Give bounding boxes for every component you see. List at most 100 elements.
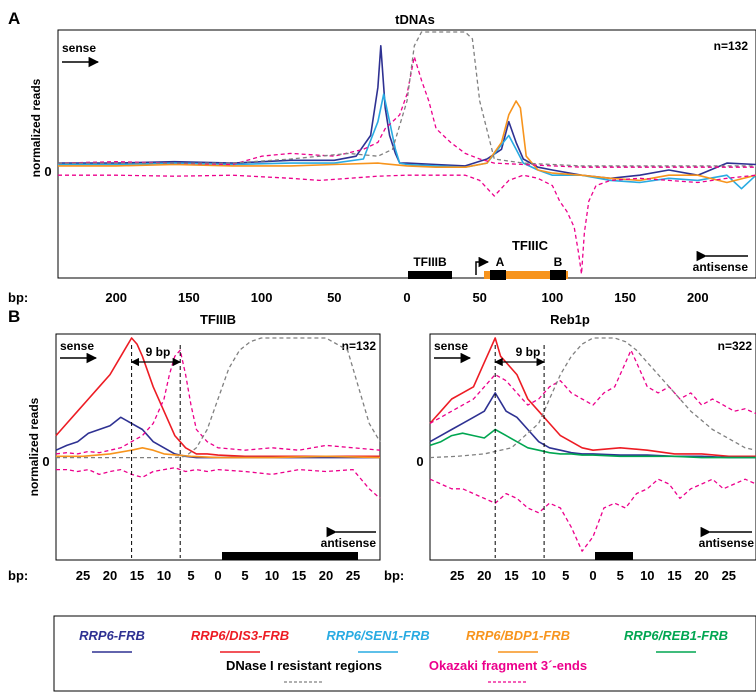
panel-b1-tick-label: 15 [130,568,144,583]
panel-a-series-2 [58,100,756,184]
panel-b1-series-4 [56,467,381,499]
tfiiic-gene-bar [484,271,568,279]
panel-a-tick-label: 150 [614,290,636,305]
tfiiib-label: TFIIIB [413,255,447,269]
panel-b2-tick-label: 0 [589,568,596,583]
panel-b2-tick-label: 20 [477,568,491,583]
panel-a-tick-label: 100 [542,290,564,305]
panel-b2-tick-label: 10 [640,568,654,583]
panel-b1-tick-label: 10 [265,568,279,583]
panel-b1-n-label: n=132 [342,339,377,353]
panel-a-plot [57,31,756,275]
panel-b1-tick-label: 5 [241,568,248,583]
panel-a-series-4 [58,174,756,275]
panel-b2-tick-label: 5 [562,568,569,583]
panel-b2-series-0 [429,337,756,458]
panel-b2-gap-label: 9 bp [516,345,541,359]
panel-b2-series-5 [429,337,756,459]
panel-b2-title: Reb1p [550,312,590,327]
panel-a-letter: A [8,9,20,28]
panel-a-title: tDNAs [395,12,435,27]
panel-b2-tick-label: 25 [722,568,736,583]
panel-a-tick-label: 200 [687,290,709,305]
panel-a-bp-label: bp: [8,290,28,305]
legend-label-1: RRP6/DIS3-FRB [191,628,289,643]
panel-a-tick-label: 0 [403,290,410,305]
legend-label-0: RRP6-FRB [79,628,145,643]
panel-b2-n-label: n=322 [718,339,753,353]
panel-b1-bp-label: bp: [8,568,28,583]
panel-b1-frame [55,333,381,561]
panel-b-letter: B [8,307,20,326]
panel-b2: Reb1p 0 sense n=322 antisense 9 bp bp: 2… [384,312,756,583]
legend-entries: RRP6-FRB RRP6/DIS3-FRB RRP6/SEN1-FRB RRP6/B… [79,628,728,683]
panel-a-tick-label: 100 [251,290,273,305]
panel-b2-bp-label: bp: [384,568,404,583]
panel-b1-tick-label: 20 [103,568,117,583]
panel-b1-tick-label: 10 [157,568,171,583]
panel-b1-antisense-label: antisense [321,536,377,550]
legend-label-2: RRP6/SEN1-FRB [326,628,429,643]
panel-b1-tick-label: 25 [346,568,360,583]
panel-b1-zero-label: 0 [42,454,49,469]
panel-a-sense-label: sense [62,41,96,55]
panel-a-zero-label: 0 [44,164,51,179]
panel-b2-antisense-label: antisense [699,536,755,550]
panel-b1-tick-label: 25 [76,568,90,583]
panel-a-ylabel: normalized reads [29,78,43,177]
legend-extra-label-1: Okazaki fragment 3´-ends [429,658,587,673]
panel-a-ticks: 200 150 100 50 0 50 100 150 200 [105,290,708,305]
panel-a-frame [57,29,756,279]
panel-b2-tick-label: 5 [617,568,624,583]
panel-b1-series-0 [55,337,380,458]
tfiiib-box [408,271,452,279]
panel-a-tick-label: 50 [327,290,341,305]
panel-a-n-label: n=132 [714,39,749,53]
legend-label-3: RRP6/BDP1-FRB [466,628,570,643]
panel-b1-gap-label: 9 bp [146,345,171,359]
panel-b2-series-3 [429,349,756,424]
panel-b2-frame [429,333,756,561]
panel-b2-series-4 [429,478,756,552]
panel-b1-plot [55,337,381,558]
panel-b2-sense-label: sense [434,339,468,353]
tss-arrow [475,256,490,275]
panel-b1-tfiiib-bar [222,552,358,560]
panel-a-series-5 [58,31,756,167]
panel-b2-tick-label: 10 [531,568,545,583]
panel-b2-ticks: 25 20 15 10 5 0 5 10 15 20 25 [450,568,736,583]
panel-a-tick-label: 50 [472,290,486,305]
panel-b1-sense-label: sense [60,339,94,353]
panel-b2-tick-label: 15 [504,568,518,583]
panel-b2-tick-label: 20 [694,568,708,583]
panel-b1-title: TFIIIB [200,312,236,327]
panel-a-antisense-label: antisense [693,260,749,274]
panel-a-series-1 [58,93,756,190]
legend-extra-label-0: DNase I resistant regions [226,658,382,673]
panel-b2-zero-label: 0 [416,454,423,469]
panel-b2-tick-label: 25 [450,568,464,583]
panel-b1-series-5 [56,337,381,459]
box-b-label: B [554,255,563,269]
tfiiic-label: TFIIIC [512,238,549,253]
panel-b1-tick-label: 0 [214,568,221,583]
panel-a-tick-label: 150 [178,290,200,305]
panel-b1: B TFIIIB normalized reads 0 sense n=132 … [8,307,381,583]
panel-b1-tick-label: 5 [187,568,194,583]
legend-box [53,615,756,692]
panel-b1-ticks: 25 20 15 10 5 0 5 10 15 20 25 [76,568,360,583]
panel-b1-series-3 [55,349,381,455]
panel-b1-tick-label: 15 [292,568,306,583]
panel-a-tick-label: 200 [105,290,127,305]
panel-b2-plot [429,337,756,558]
panel-a-series-0 [58,44,756,180]
panel-b1-ylabel: normalized reads [27,397,41,496]
box-a [490,270,506,280]
panel-b2-tick-label: 15 [667,568,681,583]
panel-b1-tick-label: 20 [319,568,333,583]
legend: RRP6-FRB RRP6/DIS3-FRB RRP6/SEN1-FRB RRP6/B… [53,615,756,692]
panel-b1-series-2 [56,446,381,459]
box-a-label: A [496,255,505,269]
panel-a: A tDNAs normalized reads 0 sense n=132 a… [8,9,756,305]
